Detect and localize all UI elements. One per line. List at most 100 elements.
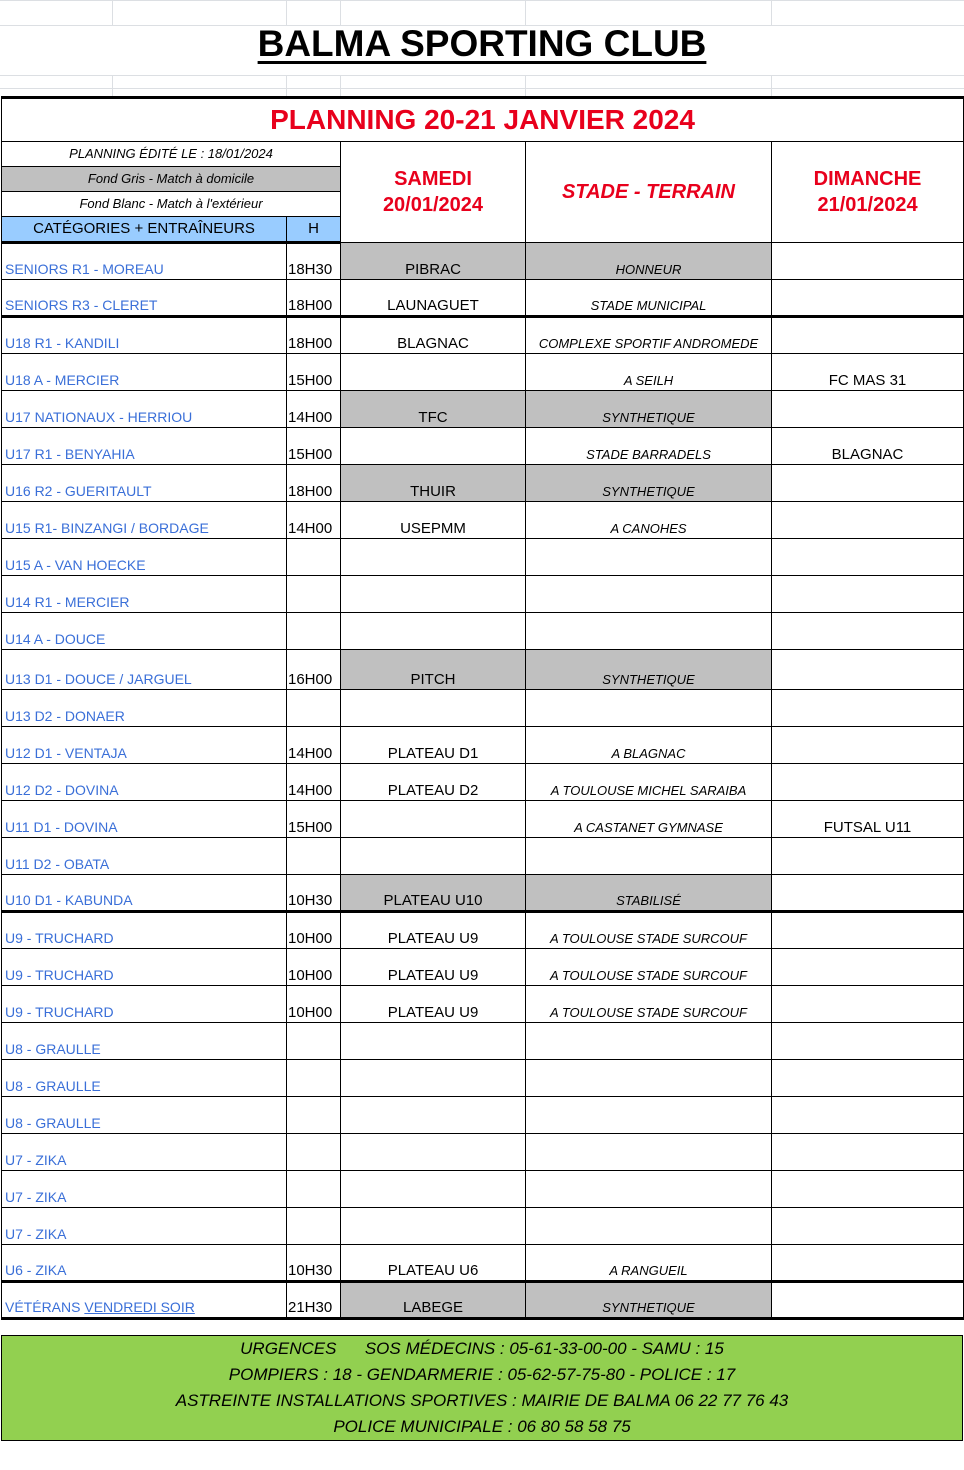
category-cell: U12 D2 - DOVINA	[1, 763, 287, 801]
table-row: U18 A - MERCIER 15H00 A SEILH FC MAS 31	[1, 353, 964, 391]
edited-date: PLANNING ÉDITÉ LE : 18/01/2024	[1, 141, 341, 167]
sunday-cell	[770, 948, 964, 986]
sunday-cell	[770, 464, 964, 502]
category-cell: U7 - ZIKA	[1, 1170, 287, 1208]
category-cell: U15 A - VAN HOECKE	[1, 538, 287, 576]
sunday-cell	[770, 1096, 964, 1134]
opponent-cell: LABEGE	[340, 1281, 526, 1320]
terrain-cell: A TOULOUSE MICHEL SARAIBA	[525, 763, 772, 801]
sunday-cell: BLAGNAC	[770, 427, 964, 465]
saturday-header: SAMEDI 20/01/2024	[340, 141, 526, 243]
table-row: U13 D2 - DONAER	[1, 689, 964, 727]
table-row: U7 - ZIKA	[1, 1133, 964, 1171]
hour-cell: 18H00	[286, 464, 341, 502]
terrain-cell	[525, 1207, 772, 1245]
planning-sheet: PLANNING 20-21 JANVIER 2024 PLANNING ÉDI…	[0, 96, 964, 1441]
emergency-line: ASTREINTE INSTALLATIONS SPORTIVES : MAIR…	[175, 1391, 789, 1410]
terrain-cell: HONNEUR	[525, 242, 772, 280]
emergency-line: POLICE MUNICIPALE : 06 80 58 58 75	[333, 1417, 631, 1436]
hour-cell: 10H00	[286, 948, 341, 986]
terrain-cell: A TOULOUSE STADE SURCOUF	[525, 911, 772, 949]
opponent-cell: PLATEAU D1	[340, 726, 526, 764]
opponent-cell: THUIR	[340, 464, 526, 502]
veterans-link[interactable]: VENDREDI SOIR	[84, 1299, 195, 1315]
category-cell: U10 D1 - KABUNDA	[1, 874, 287, 913]
hour-cell	[286, 612, 341, 650]
opponent-cell: USEPMM	[340, 501, 526, 539]
gridline	[286, 0, 287, 25]
table-row: U8 - GRAULLE	[1, 1059, 964, 1097]
hour-cell: 18H00	[286, 316, 341, 354]
category-cell: U8 - GRAULLE	[1, 1059, 287, 1097]
category-cell: U13 D1 - DOUCE / JARGUEL	[1, 649, 287, 690]
opponent-cell	[340, 1096, 526, 1134]
sunday-cell	[770, 575, 964, 613]
planning-title: PLANNING 20-21 JANVIER 2024	[0, 96, 964, 142]
legend-away: Fond Blanc - Match à l'extérieur	[1, 191, 341, 217]
table-row: U16 R2 - GUERITAULT 18H00 THUIR SYNTHETIQUE	[1, 464, 964, 502]
category-cell: SENIORS R1 - MOREAU	[1, 242, 287, 280]
sunday-cell	[770, 1281, 964, 1320]
hour-cell: 10H00	[286, 911, 341, 949]
sunday-cell	[770, 1244, 964, 1283]
gridline	[340, 75, 341, 96]
table-row: U7 - ZIKA	[1, 1170, 964, 1208]
emergency-line: URGENCES SOS MÉDECINS : 05-61-33-00-00 -…	[240, 1339, 724, 1358]
table-row: U11 D1 - DOVINA 15H00 A CASTANET GYMNASE FU…	[1, 800, 964, 838]
table-row: SENIORS R3 - CLERET 18H00 LAUNAGUET STADE M…	[1, 279, 964, 318]
sunday-cell	[770, 763, 964, 801]
hour-cell: 14H00	[286, 501, 341, 539]
category-cell: U12 D1 - VENTAJA	[1, 726, 287, 764]
category-cell: U8 - GRAULLE	[1, 1022, 287, 1060]
hour-cell: 15H00	[286, 427, 341, 465]
veterans-label: VÉTÉRANS	[5, 1299, 81, 1315]
category-cell: U8 - GRAULLE	[1, 1096, 287, 1134]
sunday-cell	[770, 242, 964, 280]
opponent-cell	[340, 800, 526, 838]
table-row: U14 A - DOUCE	[1, 612, 964, 650]
category-cell: VÉTÉRANS VENDREDI SOIR	[1, 1281, 287, 1320]
hour-cell	[286, 1133, 341, 1171]
category-column-header: CATÉGORIES + ENTRAÎNEURS	[1, 216, 287, 244]
gridline	[771, 75, 772, 96]
table-row: U14 R1 - MERCIER	[1, 575, 964, 613]
hour-cell: 15H00	[286, 353, 341, 391]
category-cell: U9 - TRUCHARD	[1, 948, 287, 986]
terrain-cell	[525, 1133, 772, 1171]
terrain-cell: STABILISÉ	[525, 874, 772, 913]
hour-cell	[286, 1207, 341, 1245]
hour-cell	[286, 1059, 341, 1097]
table-row: U12 D1 - VENTAJA 14H00 PLATEAU D1 A BLAGNAC	[1, 726, 964, 764]
terrain-cell: A BLAGNAC	[525, 726, 772, 764]
hour-cell	[286, 1096, 341, 1134]
table-row: U10 D1 - KABUNDA 10H30 PLATEAU U10 STABILIS…	[1, 874, 964, 913]
table-row: U15 A - VAN HOECKE	[1, 538, 964, 576]
gridline	[0, 25, 964, 26]
hour-cell	[286, 538, 341, 576]
hour-cell: 10H30	[286, 874, 341, 913]
category-cell: U17 R1 - BENYAHIA	[1, 427, 287, 465]
opponent-cell	[340, 538, 526, 576]
gridline	[286, 75, 287, 96]
table-row: U11 D2 - OBATA	[1, 837, 964, 875]
sunday-cell	[770, 1133, 964, 1171]
hour-cell	[286, 689, 341, 727]
sunday-cell	[770, 726, 964, 764]
category-cell: U16 R2 - GUERITAULT	[1, 464, 287, 502]
sunday-cell	[770, 689, 964, 727]
opponent-cell	[340, 1059, 526, 1097]
table-row: U9 - TRUCHARD 10H00 PLATEAU U9 A TOULOUSE S…	[1, 948, 964, 986]
terrain-cell	[525, 1096, 772, 1134]
opponent-cell: TFC	[340, 390, 526, 428]
opponent-cell	[340, 427, 526, 465]
opponent-cell	[340, 1022, 526, 1060]
sunday-cell	[770, 649, 964, 690]
table-row: U15 R1- BINZANGI / BORDAGE 14H00 USEPMM A C…	[1, 501, 964, 539]
opponent-cell	[340, 1170, 526, 1208]
club-name: BALMA SPORTING CLUB	[257, 23, 707, 64]
category-cell: U18 R1 - KANDILI	[1, 316, 287, 354]
table-row: U17 NATIONAUX - HERRIOU 14H00 TFC SYNTHETIQ…	[1, 390, 964, 428]
opponent-cell: PLATEAU U9	[340, 911, 526, 949]
table-row: U12 D2 - DOVINA 14H00 PLATEAU D2 A TOULOUSE…	[1, 763, 964, 801]
sunday-cell	[770, 985, 964, 1023]
